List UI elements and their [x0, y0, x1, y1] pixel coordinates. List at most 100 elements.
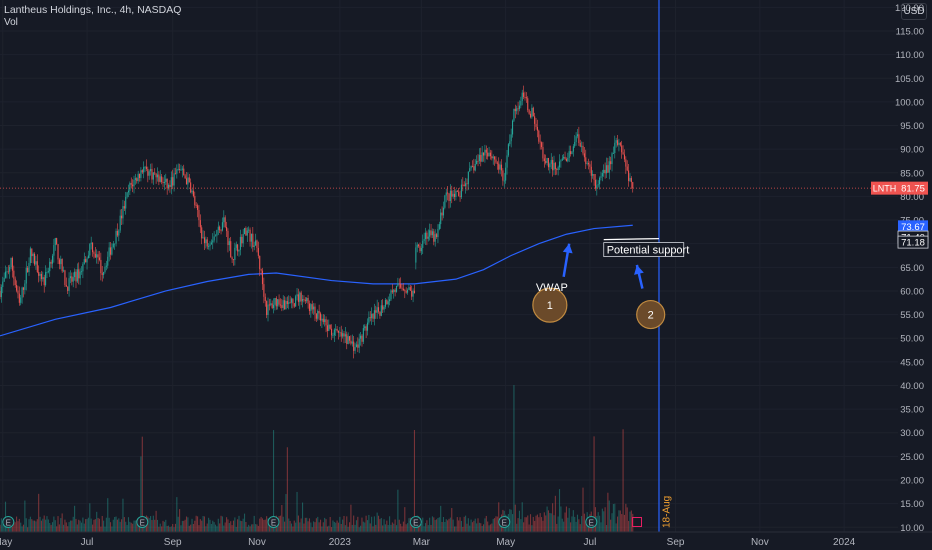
- volume-bar: [267, 518, 269, 532]
- candle-body: [603, 169, 605, 174]
- candle-body: [568, 151, 570, 158]
- y-tick-label: 90.00: [900, 145, 924, 156]
- volume-bar: [365, 515, 367, 532]
- volume-bar: [45, 519, 47, 532]
- volume-bar: [447, 520, 449, 532]
- candle-body: [317, 311, 319, 319]
- candle-body: [368, 317, 370, 323]
- candle-body: [496, 162, 498, 164]
- volume-bar: [83, 523, 85, 532]
- candle-body: [190, 182, 192, 193]
- volume-bar: [313, 521, 315, 532]
- candle-body: [361, 335, 363, 342]
- candle-body: [445, 192, 447, 196]
- candle-body: [154, 172, 156, 174]
- volume-bar: [604, 507, 606, 532]
- candle-body: [304, 299, 306, 302]
- volume-bar: [600, 522, 602, 532]
- volume-bar: [108, 517, 110, 532]
- volume-bar: [85, 519, 87, 532]
- volume-bar: [376, 512, 378, 532]
- volume-bar: [390, 524, 392, 532]
- volume-bar: [284, 521, 286, 532]
- candle-body: [547, 158, 550, 168]
- volume-bar: [422, 517, 424, 532]
- volume-bar: [20, 522, 22, 532]
- earnings-flag: [498, 516, 511, 528]
- y-tick-label: 35.00: [900, 405, 924, 416]
- volume-bar: [17, 521, 19, 532]
- marker-1-circle: [532, 287, 568, 323]
- candle-body: [372, 313, 374, 319]
- candle-body: [194, 196, 196, 206]
- volume-bar: [100, 526, 102, 532]
- candle-body: [512, 120, 514, 135]
- volume-bar: [111, 526, 113, 532]
- candle-body: [404, 290, 406, 291]
- candle-body: [282, 300, 284, 308]
- candle-body: [188, 177, 190, 183]
- volume-bar: [556, 523, 558, 532]
- volume-bar: [350, 504, 352, 532]
- volume-bar: [531, 525, 533, 532]
- candle-body: [274, 297, 276, 305]
- volume-bar: [484, 518, 486, 532]
- volume-bar: [536, 514, 538, 532]
- volume-bar: [130, 522, 132, 532]
- candle-body: [214, 235, 217, 237]
- volume-bar: [404, 507, 406, 532]
- y-tick-label: 110.00: [896, 50, 924, 61]
- volume-bar: [328, 525, 330, 532]
- volume-bar: [173, 527, 175, 532]
- candle-body: [409, 287, 411, 291]
- volume-bar: [101, 515, 103, 532]
- candle-body: [364, 326, 366, 329]
- volume-bar: [481, 525, 483, 532]
- volume-bar: [630, 510, 632, 532]
- candle-body: [346, 334, 348, 344]
- candle-body: [571, 151, 573, 155]
- candle-body: [20, 297, 22, 303]
- candle-body: [564, 156, 566, 160]
- candle-body: [574, 141, 576, 147]
- candle-body: [369, 317, 371, 319]
- candle-body: [93, 252, 95, 254]
- candle-body: [379, 311, 381, 316]
- candle-body: [375, 310, 377, 313]
- candle-body: [557, 167, 559, 170]
- volume-bar: [362, 521, 364, 532]
- volume-bar: [384, 524, 386, 532]
- volume-bar: [214, 524, 217, 532]
- volume-bar: [319, 519, 322, 532]
- volume-bar: [166, 525, 168, 532]
- candle-body: [481, 152, 483, 162]
- y-tick-label: 120.00: [895, 3, 924, 14]
- candle-body: [322, 318, 324, 323]
- volume-bar: [40, 520, 42, 532]
- volume-bar: [585, 521, 587, 532]
- volume-bar: [563, 521, 565, 532]
- volume-bar: [266, 516, 268, 532]
- volume-bar: [618, 510, 620, 532]
- candle-body: [289, 302, 291, 304]
- currency-button[interactable]: USD: [901, 3, 927, 20]
- volume-bar: [194, 520, 196, 532]
- volume-bar: [575, 521, 577, 532]
- candle-body: [518, 105, 521, 109]
- candle-body: [295, 296, 297, 307]
- candle-body: [290, 298, 293, 303]
- candle-body: [623, 154, 626, 160]
- candle-body: [33, 253, 36, 265]
- volume-bar: [383, 519, 385, 532]
- earnings-flag: [136, 516, 149, 528]
- candle-body: [57, 244, 59, 260]
- candle-body: [630, 178, 632, 183]
- volume-bar: [567, 517, 569, 532]
- volume-bar: [389, 516, 391, 532]
- candle-body: [231, 257, 233, 260]
- candle-body: [90, 242, 92, 245]
- volume-bar: [550, 513, 552, 532]
- volume-bar: [150, 516, 152, 532]
- candle-body: [441, 212, 443, 216]
